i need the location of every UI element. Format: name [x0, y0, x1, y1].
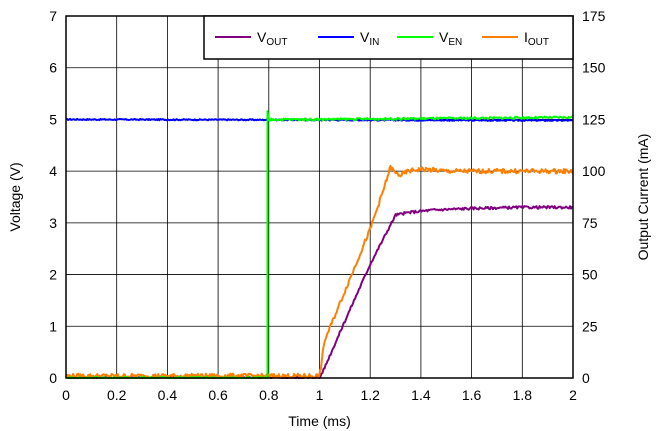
y-tick-label: 6 [49, 60, 57, 76]
y2-tick-label: 0 [582, 370, 590, 386]
legend: VOUT VIN VEN IOUT [203, 15, 574, 60]
legend-label-vin: VIN [360, 29, 379, 48]
y-tick-label: 3 [49, 215, 57, 231]
y2-tick-label: 150 [582, 60, 606, 76]
y2-tick-label: 50 [582, 267, 598, 283]
x-tick-label: 0 [62, 387, 70, 403]
x-tick-label: 1.2 [360, 387, 380, 403]
y2-tick-label: 100 [582, 163, 606, 179]
x-tick-label: 1.8 [513, 387, 533, 403]
y-axis-label: Voltage (V) [7, 162, 23, 231]
legend-label-iout: IOUT [524, 29, 549, 48]
y2-tick-label: 175 [582, 8, 606, 24]
x-tick-label: 1.4 [411, 387, 431, 403]
legend-label-ven: VEN [439, 29, 462, 48]
x-tick-label: 1 [316, 387, 324, 403]
y-tick-label: 1 [49, 318, 57, 334]
y2-tick-label: 75 [582, 215, 598, 231]
y2-tick-label: 125 [582, 111, 606, 127]
x-tick-label: 1.6 [462, 387, 482, 403]
series-line-ven [65, 110, 574, 379]
y-tick-label: 7 [49, 8, 57, 24]
y-tick-label: 0 [49, 370, 57, 386]
x-tick-labels: 0 0.2 0.4 0.6 0.8 1 1.2 1.4 1.6 1.8 2 [62, 387, 577, 403]
legend-label-vout: VOUT [257, 29, 287, 48]
y2-tick-labels: 0 25 50 75 100 125 150 175 [582, 8, 606, 386]
x-tick-label: 2 [569, 387, 577, 403]
y-tick-label: 2 [49, 267, 57, 283]
y-tick-labels: 0 1 2 3 4 5 6 7 [49, 8, 57, 386]
y2-tick-label: 25 [582, 318, 598, 334]
y-tick-label: 4 [49, 163, 57, 179]
x-axis-label: Time (ms) [288, 413, 350, 429]
y-tick-label: 5 [49, 111, 57, 127]
x-tick-label: 0.4 [158, 387, 178, 403]
x-tick-label: 0.6 [208, 387, 228, 403]
x-tick-label: 0.2 [107, 387, 127, 403]
y2-axis-label: Output Current (mA) [635, 134, 651, 261]
x-tick-label: 0.8 [259, 387, 279, 403]
